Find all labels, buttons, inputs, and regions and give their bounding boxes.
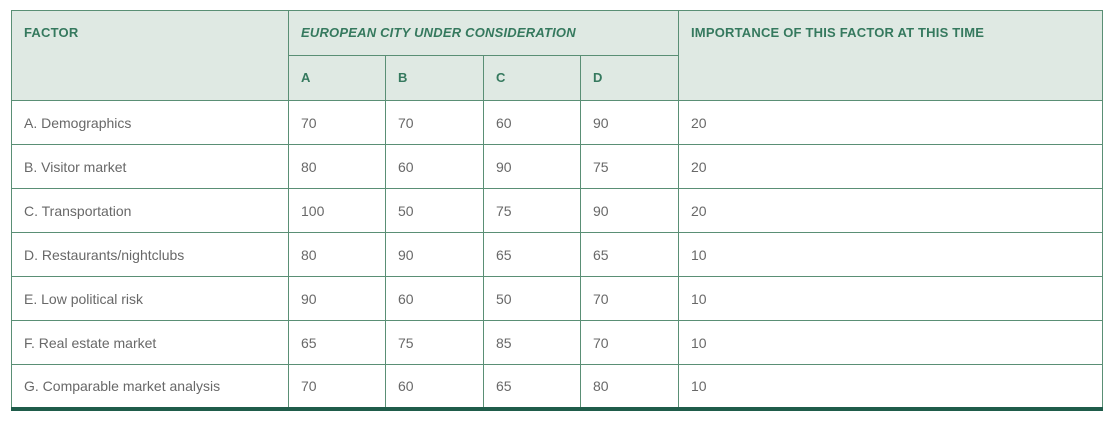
- factor-cell: B. Visitor market: [11, 144, 289, 189]
- score-cell-d: 90: [580, 100, 679, 145]
- score-cell-b: 75: [385, 320, 484, 365]
- table-row: A. Demographics 70 70 60 90 20: [11, 100, 1103, 145]
- score-cell-a: 100: [288, 188, 386, 233]
- importance-cell: 10: [678, 232, 1103, 277]
- factor-cell: F. Real estate market: [11, 320, 289, 365]
- score-cell-c: 85: [483, 320, 581, 365]
- factor-cell: A. Demographics: [11, 100, 289, 145]
- score-cell-d: 70: [580, 320, 679, 365]
- importance-cell: 20: [678, 144, 1103, 189]
- page: FACTOR EUROPEAN CITY UNDER CONSIDERATION…: [11, 10, 1103, 411]
- score-cell-c: 65: [483, 364, 581, 409]
- importance-cell: 10: [678, 276, 1103, 321]
- score-cell-a: 80: [288, 144, 386, 189]
- column-header-city-a: A: [288, 55, 386, 101]
- column-header-city-b: B: [385, 55, 484, 101]
- table-row: C. Transportation 100 50 75 90 20: [11, 188, 1103, 233]
- score-cell-a: 70: [288, 364, 386, 409]
- score-cell-b: 60: [385, 144, 484, 189]
- score-cell-d: 80: [580, 364, 679, 409]
- factor-cell: G. Comparable market analysis: [11, 364, 289, 409]
- score-cell-d: 90: [580, 188, 679, 233]
- score-cell-b: 60: [385, 364, 484, 409]
- score-cell-b: 60: [385, 276, 484, 321]
- score-cell-c: 60: [483, 100, 581, 145]
- table-row: D. Restaurants/nightclubs 80 90 65 65 10: [11, 232, 1103, 277]
- header-row-cities: A B C D: [12, 55, 1103, 101]
- factor-rating-table: FACTOR EUROPEAN CITY UNDER CONSIDERATION…: [11, 10, 1103, 411]
- score-cell-c: 90: [483, 144, 581, 189]
- column-header-city-d: D: [580, 55, 679, 101]
- importance-cell: 10: [678, 320, 1103, 365]
- score-cell-b: 70: [385, 100, 484, 145]
- score-cell-b: 90: [385, 232, 484, 277]
- table-row: B. Visitor market 80 60 90 75 20: [11, 144, 1103, 189]
- column-header-importance: IMPORTANCE OF THIS FACTOR AT THIS TIME: [678, 10, 1103, 101]
- table-header: FACTOR EUROPEAN CITY UNDER CONSIDERATION…: [11, 10, 1103, 101]
- score-cell-a: 90: [288, 276, 386, 321]
- score-cell-b: 50: [385, 188, 484, 233]
- score-cell-c: 50: [483, 276, 581, 321]
- importance-cell: 20: [678, 100, 1103, 145]
- column-header-city-group: EUROPEAN CITY UNDER CONSIDERATION: [288, 10, 679, 56]
- importance-cell: 10: [678, 364, 1103, 409]
- header-row-group: FACTOR EUROPEAN CITY UNDER CONSIDERATION…: [11, 10, 1103, 101]
- table-row: G. Comparable market analysis 70 60 65 8…: [11, 364, 1103, 409]
- factor-cell: E. Low political risk: [11, 276, 289, 321]
- factor-cell: D. Restaurants/nightclubs: [11, 232, 289, 277]
- score-cell-d: 65: [580, 232, 679, 277]
- column-header-factor: FACTOR: [11, 10, 289, 101]
- importance-cell: 20: [678, 188, 1103, 233]
- score-cell-c: 65: [483, 232, 581, 277]
- table-row: F. Real estate market 65 75 85 70 10: [11, 320, 1103, 365]
- score-cell-a: 80: [288, 232, 386, 277]
- score-cell-a: 65: [288, 320, 386, 365]
- table-body: A. Demographics 70 70 60 90 20 B. Visito…: [11, 100, 1103, 409]
- score-cell-d: 70: [580, 276, 679, 321]
- score-cell-a: 70: [288, 100, 386, 145]
- score-cell-c: 75: [483, 188, 581, 233]
- column-header-city-c: C: [483, 55, 581, 101]
- table-row: E. Low political risk 90 60 50 70 10: [11, 276, 1103, 321]
- score-cell-d: 75: [580, 144, 679, 189]
- factor-cell: C. Transportation: [11, 188, 289, 233]
